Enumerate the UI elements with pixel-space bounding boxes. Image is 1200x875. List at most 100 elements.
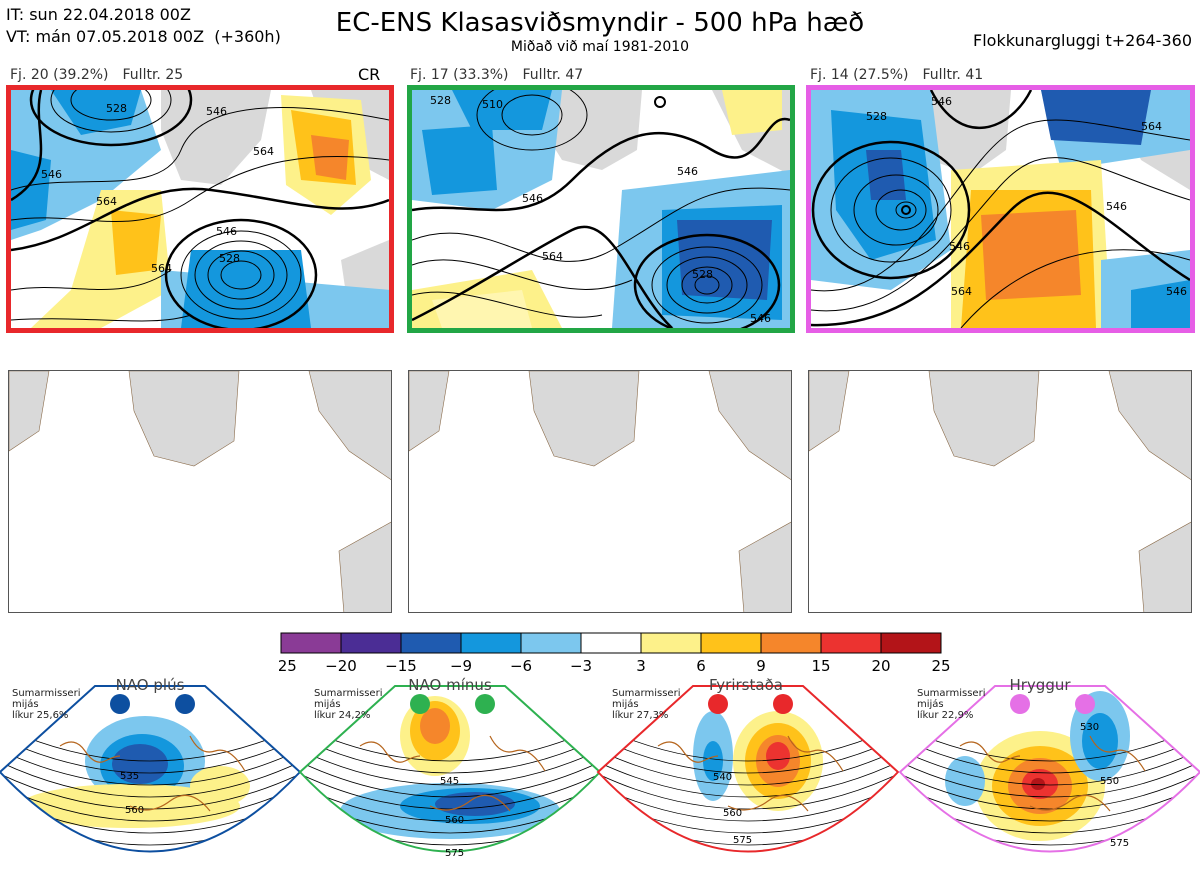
cluster-3-count: Fj. 14 (27.5%) — [810, 67, 909, 83]
colorbar-tick-label: 9 — [756, 657, 766, 674]
cluster-3-contour-label: 528 — [866, 110, 887, 123]
valid-time: VT: mán 07.05.2018 00Z (+360h) — [6, 27, 281, 46]
cluster-2-contour-label: 546 — [522, 192, 543, 205]
clustering-window: Flokkunargluggi t+264-360 — [973, 31, 1192, 50]
regime-contour-label: 575 — [1110, 838, 1129, 849]
colorbar-swatch — [880, 632, 942, 654]
regime-1-name: NAO plús — [115, 676, 185, 694]
regime-marker-dot — [475, 694, 495, 714]
colorbar-tick-label: −3 — [570, 657, 592, 674]
page-subtitle: Miðað við maí 1981-2010 — [510, 39, 690, 55]
regime-contour-label: 535 — [120, 771, 139, 782]
colorbar: −25 −20 −15 −9 −6 −3 3 6 9 15 20 25 — [265, 632, 959, 678]
regime-marker-dot — [1075, 694, 1095, 714]
regime-contour-label: 550 — [1100, 776, 1119, 787]
colorbar-tick-label: −6 — [510, 657, 532, 674]
cluster-2-contour-label: 528 — [692, 268, 713, 281]
cluster-3-map: 528 546 546 564 546 564 546 — [806, 85, 1195, 333]
cluster-1-contour-label: 528 — [106, 102, 127, 115]
colorbar-swatch — [700, 632, 762, 654]
regime-contour-label: 575 — [445, 848, 464, 859]
cluster-3-contour-label: 546 — [1106, 200, 1127, 213]
cluster-1-rep: Fulltr. 25 — [122, 67, 184, 83]
colorbar-tick-label: −25 — [279, 657, 297, 674]
cluster-2-contour-label: 564 — [542, 250, 563, 263]
cluster-3-map-graphic: 528 546 546 564 546 564 546 — [811, 90, 1190, 328]
regimes-row: 535 560 545 560 575 540 560 575 530 550 575 — [0, 676, 1200, 871]
cluster-3-contour-label: 564 — [951, 285, 972, 298]
colorbar-swatch — [460, 632, 522, 654]
colorbar-tick-label: 3 — [636, 657, 646, 674]
regime-marker-dot — [773, 694, 793, 714]
regime-marker-dot — [175, 694, 195, 714]
cluster-3-contour-label: 564 — [1141, 120, 1162, 133]
cluster-1-tag: CR — [358, 65, 381, 84]
regime-contour-label: 530 — [1080, 722, 1099, 733]
regime-1-note: Sumarmisseri mijás líkur 25,6% — [12, 688, 81, 721]
regime-contour-label: 560 — [125, 805, 144, 816]
cluster-1-header: Fj. 20 (39.2%) Fulltr. 25 — [10, 67, 197, 83]
colorbar-swatch — [340, 632, 402, 654]
regime-contour-label: 575 — [733, 835, 752, 846]
cluster-1-map-graphic: 528 546 564 546 546 528 564 564 — [11, 90, 389, 328]
colorbar-tick-label: 6 — [696, 657, 706, 674]
colorbar-tick-label: 15 — [811, 657, 830, 674]
init-time: IT: sun 22.04.2018 00Z — [6, 5, 191, 24]
regime-3-note: Sumarmisseri mijás líkur 27,3% — [612, 688, 681, 721]
cluster-2-contour-label: 546 — [677, 165, 698, 178]
cluster-1-contour-label: 528 — [219, 252, 240, 265]
cluster-3-contour-label: 546 — [949, 240, 970, 253]
colorbar-tick-label: −9 — [450, 657, 472, 674]
cluster-2-rep: Fulltr. 47 — [522, 67, 584, 83]
regime-4-note: Sumarmisseri mijás líkur 22,9% — [917, 688, 986, 721]
cluster-2-contour-label: 528 — [430, 94, 451, 107]
colorbar-graphic: −25 −20 −15 −9 −6 −3 3 6 9 15 20 25 — [265, 632, 951, 675]
cluster-1-map: 528 546 564 546 546 528 564 564 — [6, 85, 394, 333]
regime-2-note: Sumarmisseri mijás líkur 24,2% — [314, 688, 383, 721]
cluster-3-contour-label: 546 — [1166, 285, 1187, 298]
cluster-2-contour-label: 546 — [750, 312, 771, 325]
regime-marker-dot — [708, 694, 728, 714]
empty-map-1 — [8, 370, 392, 613]
regime-2-name: NAO mínus — [408, 676, 492, 694]
cluster-1-contour-label: 546 — [206, 105, 227, 118]
cluster-1-contour-label: 564 — [151, 262, 172, 275]
colorbar-tick-label: −15 — [385, 657, 417, 674]
colorbar-tick-label: −20 — [325, 657, 357, 674]
regime-contour-label: 560 — [723, 808, 742, 819]
cluster-3-header: Fj. 14 (27.5%) Fulltr. 41 — [810, 67, 997, 83]
regime-marker-dot — [110, 694, 130, 714]
colorbar-tick-label: 25 — [931, 657, 950, 674]
regime-contour-label: 545 — [440, 776, 459, 787]
colorbar-swatch — [640, 632, 702, 654]
header-times: IT: sun 22.04.2018 00Z VT: mán 07.05.201… — [6, 4, 281, 48]
cluster-1-contour-label: 546 — [216, 225, 237, 238]
cluster-2-map-graphic: 510 546 564 528 546 528 546 — [412, 90, 790, 328]
regime-marker-dot — [410, 694, 430, 714]
cluster-2-header: Fj. 17 (33.3%) Fulltr. 47 — [410, 67, 597, 83]
colorbar-swatch — [520, 632, 582, 654]
page-title: EC-ENS Klasasviðsmyndir - 500 hPa hæð — [335, 8, 865, 38]
colorbar-swatch — [760, 632, 822, 654]
regimes-graphic: 535 560 545 560 575 540 560 575 530 550 575 — [0, 685, 1200, 859]
cluster-3-contour-label: 546 — [931, 95, 952, 108]
cluster-1-contour-label: 564 — [96, 195, 117, 208]
regime-4-name: Hryggur — [1009, 676, 1071, 694]
cluster-1-count: Fj. 20 (39.2%) — [10, 67, 109, 83]
colorbar-swatch — [820, 632, 882, 654]
cluster-2-contour-label: 510 — [482, 98, 503, 111]
cluster-2-map: 510 546 564 528 546 528 546 — [407, 85, 795, 333]
cluster-3-rep: Fulltr. 41 — [922, 67, 984, 83]
cluster-1-contour-label: 546 — [41, 168, 62, 181]
colorbar-swatch — [280, 632, 342, 654]
empty-map-2 — [408, 370, 792, 613]
cluster-2-count: Fj. 17 (33.3%) — [410, 67, 509, 83]
cluster-1-contour-label: 564 — [253, 145, 274, 158]
regime-contour-label: 540 — [713, 772, 732, 783]
regime-marker-dot — [1010, 694, 1030, 714]
regime-3-name: Fyrirstaða — [709, 676, 783, 694]
regime-contour-label: 560 — [445, 815, 464, 826]
colorbar-swatch — [400, 632, 462, 654]
empty-map-3 — [808, 370, 1192, 613]
colorbar-swatch — [580, 632, 642, 654]
